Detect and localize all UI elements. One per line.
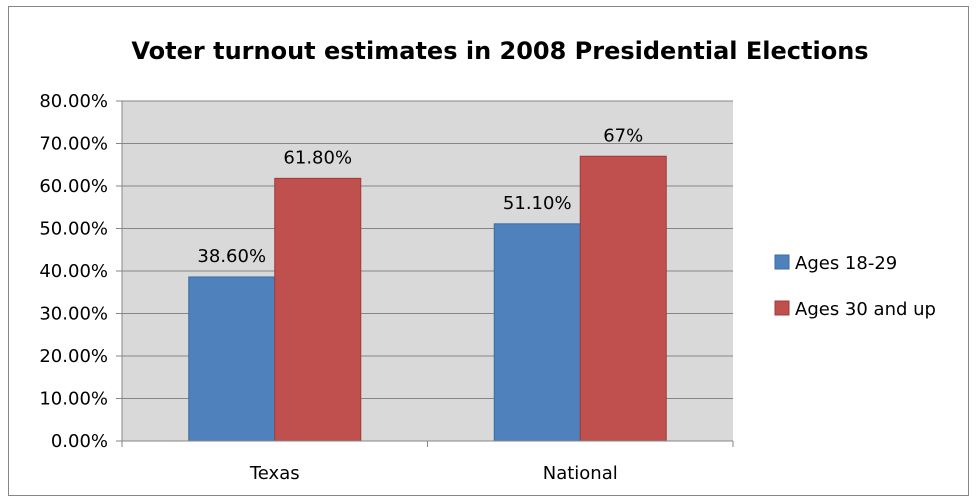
legend-label: Ages 30 and up [795,299,936,320]
y-tick-label: 10.00% [39,389,108,410]
axes [121,101,733,442]
y-tick-label: 30.00% [39,304,108,325]
chart-title: Voter turnout estimates in 2008 Presiden… [131,37,868,65]
data-label: 61.80% [283,147,352,168]
y-tick-label: 80.00% [39,91,108,112]
data-label: 51.10% [503,193,572,214]
x-category-label: Texas [249,463,300,484]
y-tick-label: 60.00% [39,176,108,197]
bar [274,177,362,442]
legend-swatch [774,254,790,270]
x-category-label: National [543,463,618,484]
bars [188,155,667,442]
bar [579,155,667,442]
x-axis-categories: Texas National [121,441,734,484]
y-tick-label: 20.00% [39,346,108,367]
y-tick-label: 70.00% [39,134,108,155]
bar [493,223,581,442]
y-tick-label: 0.00% [51,431,108,452]
legend-swatch [774,300,790,316]
data-label: 67% [603,125,643,146]
data-label: 38.60% [197,246,266,267]
legend-label: Ages 18-29 [795,253,897,274]
y-axis-ticks: 0.00% 10.00% 20.00% 30.00% 40.00% 50.00% 60.00… [39,91,122,452]
legend: Ages 18-29 Ages 30 and up [774,253,936,320]
bar [188,276,276,442]
y-tick-label: 50.00% [39,219,108,240]
y-tick-label: 40.00% [39,261,108,282]
data-labels: 38.60% 61.80% 51.10% 67% [197,125,643,267]
